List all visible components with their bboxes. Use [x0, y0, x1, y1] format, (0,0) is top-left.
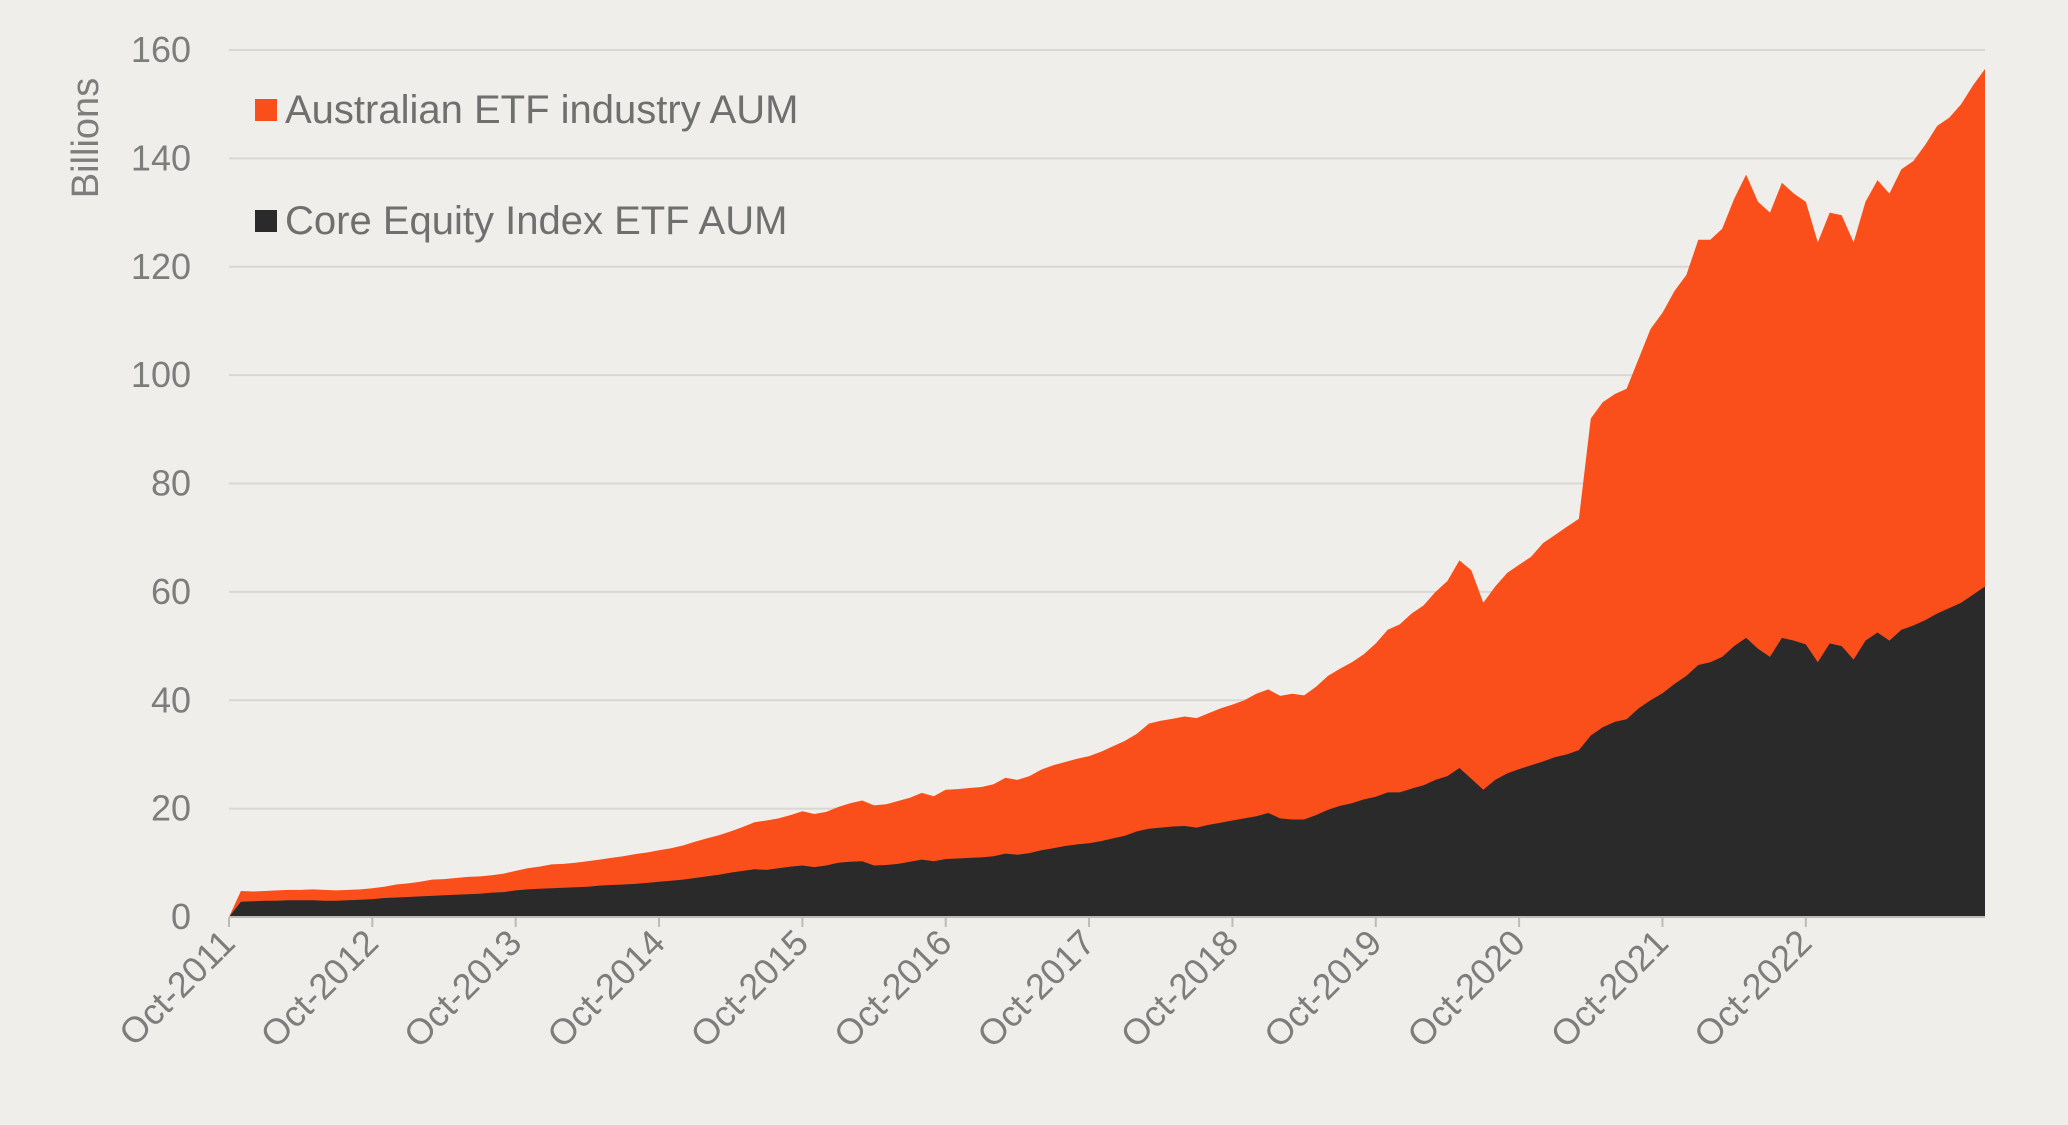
y-tick-label: 20 — [151, 788, 191, 829]
y-tick-label: 40 — [151, 679, 191, 720]
x-axis-ticks — [228, 917, 1807, 927]
y-tick-label: 60 — [151, 571, 191, 612]
y-tick-label: 100 — [131, 354, 191, 395]
core-equity-aum-area — [229, 586, 1985, 917]
gridlines — [229, 49, 1985, 810]
y-tick-label: 120 — [131, 246, 191, 287]
legend-swatch-core — [255, 210, 277, 232]
y-tick-label: 160 — [131, 29, 191, 70]
y-axis-title: Billions — [65, 78, 107, 198]
industry-aum-area — [229, 69, 1985, 917]
legend-label-core: Core Equity Index ETF AUM — [285, 199, 787, 243]
y-tick-label: 0 — [171, 896, 191, 937]
legend-label-industry: Australian ETF industry AUM — [285, 88, 799, 132]
area-series — [229, 69, 1985, 917]
y-tick-label: 140 — [131, 137, 191, 178]
y-tick-label: 80 — [151, 463, 191, 504]
legend: Australian ETF industry AUM Core Equity … — [255, 88, 799, 243]
legend-swatch-industry — [255, 99, 277, 121]
y-axis-tick-labels: 0 20 40 60 80 100 120 140 160 — [131, 29, 191, 937]
